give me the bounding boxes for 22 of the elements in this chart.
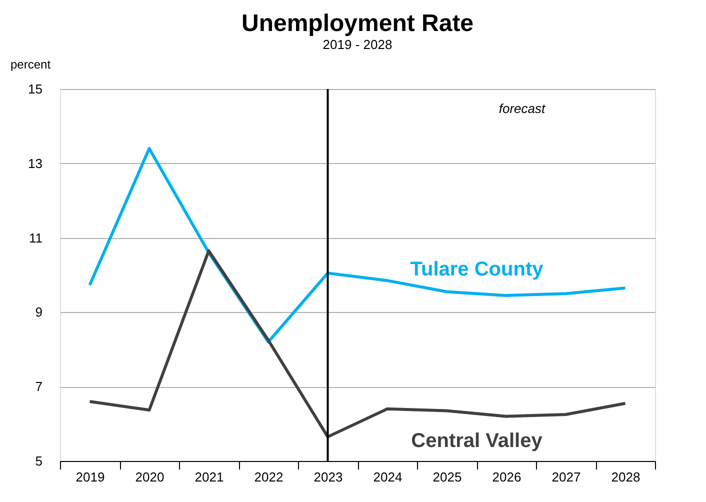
x-tick-label: 2023 (314, 470, 343, 484)
y-tick-label: 7 (35, 379, 42, 394)
x-tick-label: 2027 (552, 470, 581, 484)
chart-subtitle: 2019 - 2028 (322, 37, 392, 52)
y-tick-label: 11 (29, 230, 42, 246)
series-label: Tulare County (410, 258, 544, 281)
chart-title: Unemployment Rate (241, 10, 474, 37)
x-tick-label: 2022 (254, 470, 284, 484)
y-tick-label: 15 (28, 82, 42, 96)
y-axis-title: percent (10, 58, 52, 72)
x-tick-label: 2026 (492, 470, 522, 484)
x-tick-label: 2019 (76, 470, 105, 484)
x-tick-label: 2025 (432, 470, 462, 484)
annotation: forecast (498, 101, 547, 116)
y-tick-label: 13 (28, 156, 42, 171)
y-tick-label: 5 (35, 454, 42, 468)
x-tick-label: 2028 (611, 470, 640, 484)
x-tick-label: 2020 (135, 470, 164, 484)
series-label: Central Valley (411, 430, 544, 452)
y-tick-label: 9 (35, 304, 42, 320)
x-tick-label: 2021 (194, 470, 224, 484)
x-tick-label: 2024 (373, 470, 402, 484)
